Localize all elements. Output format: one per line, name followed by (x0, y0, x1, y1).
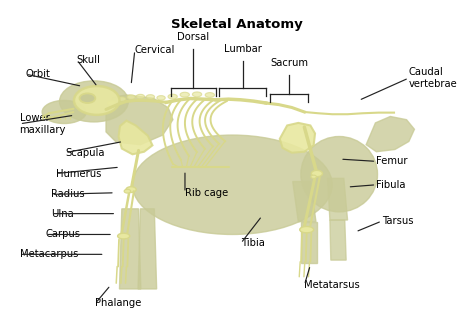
Text: Orbit: Orbit (26, 69, 51, 79)
Polygon shape (119, 209, 141, 289)
Text: Metatarsus: Metatarsus (304, 280, 360, 290)
Ellipse shape (300, 226, 314, 233)
Ellipse shape (60, 81, 128, 122)
Polygon shape (138, 209, 156, 289)
Ellipse shape (146, 95, 155, 99)
Text: Sacrum: Sacrum (270, 58, 308, 68)
Text: Femur: Femur (376, 156, 408, 166)
Ellipse shape (124, 189, 131, 193)
Ellipse shape (301, 137, 377, 212)
Text: Ulna: Ulna (51, 209, 74, 219)
Text: Metacarpus: Metacarpus (19, 249, 78, 259)
Polygon shape (118, 121, 153, 154)
Ellipse shape (180, 92, 190, 97)
Text: Humerus: Humerus (56, 169, 101, 179)
Text: Carpus: Carpus (46, 229, 81, 239)
Ellipse shape (311, 175, 317, 178)
Text: Caudal
vertebrae: Caudal vertebrae (409, 67, 457, 89)
Ellipse shape (118, 233, 130, 239)
Text: Rib cage: Rib cage (185, 188, 228, 198)
Ellipse shape (127, 95, 135, 99)
Ellipse shape (42, 101, 86, 124)
Ellipse shape (108, 101, 116, 106)
Ellipse shape (168, 94, 177, 99)
Text: Lumbar: Lumbar (224, 44, 262, 54)
Ellipse shape (205, 93, 214, 98)
Ellipse shape (118, 97, 126, 102)
Polygon shape (301, 222, 317, 263)
Polygon shape (280, 123, 315, 153)
Ellipse shape (132, 135, 332, 234)
Text: Tibia: Tibia (241, 238, 264, 248)
Ellipse shape (157, 96, 165, 100)
Ellipse shape (192, 92, 202, 97)
Text: Scapula: Scapula (65, 148, 105, 158)
Ellipse shape (126, 187, 136, 192)
Ellipse shape (80, 94, 95, 103)
Text: Tarsus: Tarsus (382, 216, 413, 226)
Ellipse shape (74, 86, 119, 115)
Text: Phalange: Phalange (95, 298, 142, 308)
Polygon shape (328, 178, 347, 220)
Text: Lower
maxillary: Lower maxillary (19, 113, 66, 135)
Ellipse shape (136, 94, 145, 99)
Polygon shape (293, 182, 316, 222)
Text: Cervical: Cervical (135, 45, 175, 55)
Polygon shape (330, 220, 346, 260)
Text: Skull: Skull (77, 55, 100, 65)
Text: Radius: Radius (51, 189, 85, 199)
Polygon shape (106, 95, 173, 145)
Text: Skeletal Anatomy: Skeletal Anatomy (171, 18, 303, 31)
Polygon shape (366, 117, 414, 152)
Ellipse shape (311, 170, 322, 177)
Text: Fibula: Fibula (376, 180, 406, 190)
Text: Dorsal: Dorsal (177, 32, 210, 42)
